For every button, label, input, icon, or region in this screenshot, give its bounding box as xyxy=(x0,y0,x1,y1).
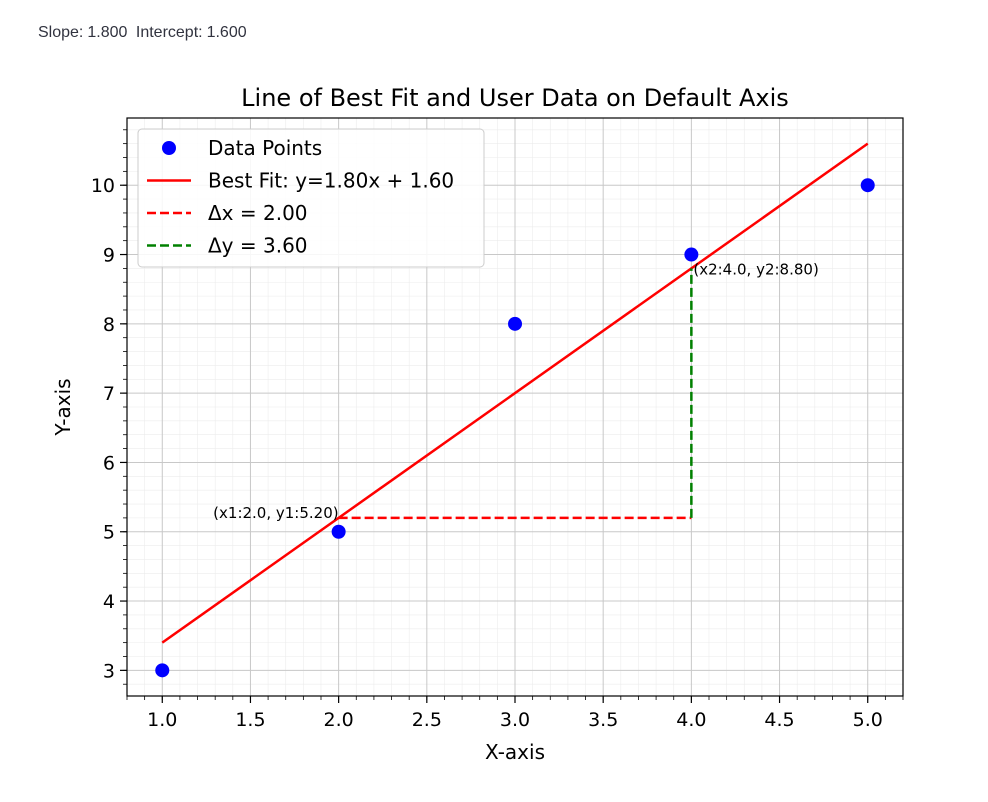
x-tick-label: 4.5 xyxy=(764,709,794,731)
legend-entry-label: Best Fit: y=1.80x + 1.60 xyxy=(208,169,454,193)
intercept-value: 1.600 xyxy=(206,24,247,41)
legend-marker-points xyxy=(162,141,176,155)
plot-content: (x1:2.0, y1:5.20) (x2:4.0, y2:8.80) xyxy=(155,142,875,678)
legend-entry-label: Data Points xyxy=(208,136,322,160)
y-axis-label: Y-axis xyxy=(51,378,75,436)
slope-label: Slope: xyxy=(38,24,84,41)
x-tick-label: 2.0 xyxy=(324,709,354,731)
intercept-label: Intercept: xyxy=(135,24,203,41)
x-tick-label: 3.5 xyxy=(588,709,618,731)
point-annotation: (x1:2.0, y1:5.20) xyxy=(213,504,338,522)
legend-entry-label: Δx = 2.00 xyxy=(208,201,308,225)
x-tick-label: 4.0 xyxy=(676,709,706,731)
data-point xyxy=(155,663,170,678)
point-annotation: (x2:4.0, y2:8.80) xyxy=(693,260,818,278)
y-tick-label: 5 xyxy=(103,522,115,544)
y-tick-label: 6 xyxy=(103,452,115,474)
data-point xyxy=(860,178,875,193)
x-tick-label: 2.5 xyxy=(412,709,442,731)
y-tick-label: 9 xyxy=(103,245,115,267)
x-tick-label: 5.0 xyxy=(853,709,883,731)
y-tick-label: 10 xyxy=(91,175,115,197)
y-tick-label: 7 xyxy=(103,383,115,405)
best-fit-line xyxy=(161,142,869,644)
data-point xyxy=(508,316,522,331)
x-axis-label: X-axis xyxy=(485,740,545,764)
y-tick-label: 3 xyxy=(103,660,115,682)
axis-ticks: 1.0 1.5 2.0 2.5 3.0 3.5 4.0 4.5 5.0 3 4 5 6 7 8 9 10 xyxy=(91,129,904,731)
x-tick-label: 1.5 xyxy=(235,709,265,731)
y-tick-label: 4 xyxy=(103,591,115,613)
slope-value: 1.800 xyxy=(87,24,128,41)
chart-title: Line of Best Fit and User Data on Defaul… xyxy=(241,84,789,112)
x-tick-label: 3.0 xyxy=(500,709,530,731)
data-point xyxy=(331,524,346,539)
legend: Data Points Best Fit: y=1.80x + 1.60 Δx = … xyxy=(137,128,485,268)
legend-box xyxy=(137,128,485,268)
data-point xyxy=(684,247,699,262)
slope-intercept-readout: Slope: 1.800 Intercept: 1.600 xyxy=(38,24,251,42)
legend-entry-label: Δy = 3.60 xyxy=(208,234,308,258)
y-tick-label: 8 xyxy=(103,314,115,336)
x-tick-label: 1.0 xyxy=(147,709,177,731)
